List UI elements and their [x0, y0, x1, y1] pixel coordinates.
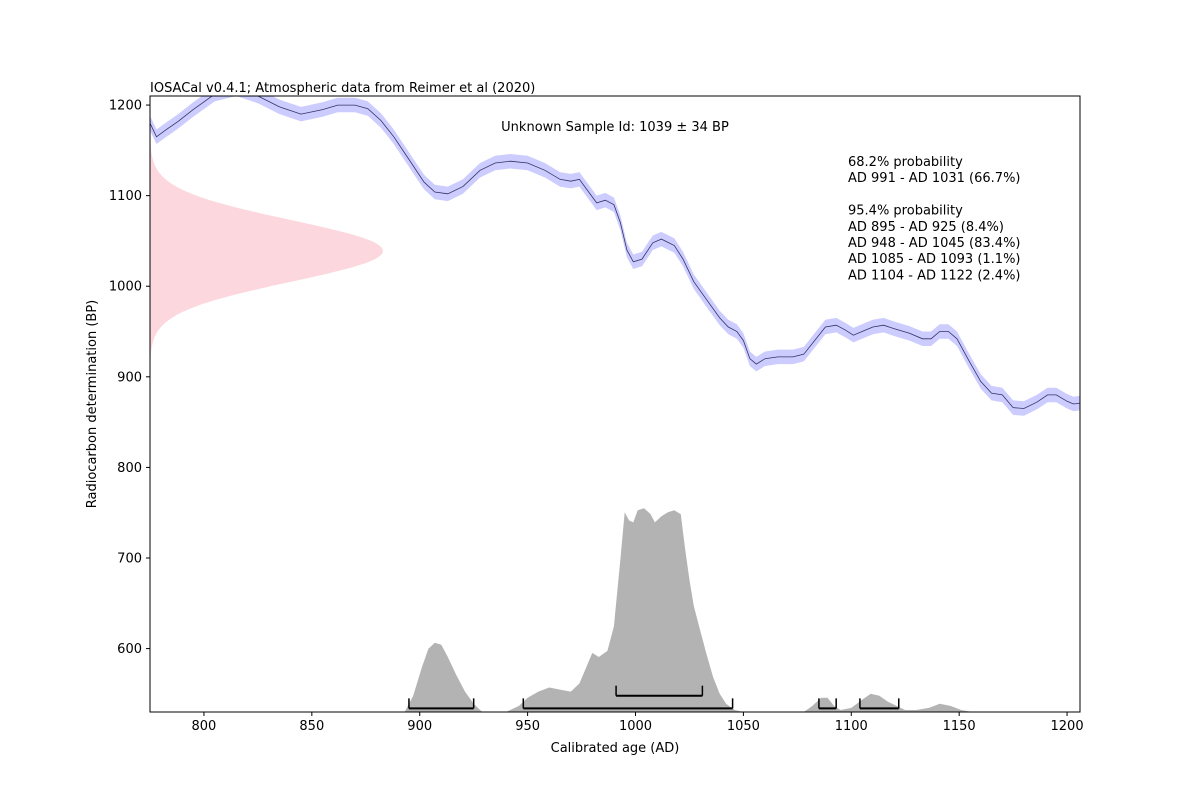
x-tick-label: 1200	[1051, 719, 1084, 734]
y-axis-title: Radiocarbon determination (BP)	[85, 300, 100, 508]
calibration-curve-line	[150, 96, 1080, 409]
x-axis: 800 850 900 950 1000 1050 1100 1150 1200	[192, 712, 1084, 734]
y-tick-label: 1200	[109, 99, 142, 114]
calibration-curve-band	[150, 96, 1080, 416]
radiocarbon-pdf-layer	[150, 127, 383, 375]
x-tick-label: 950	[515, 719, 540, 734]
plot-area	[150, 96, 1080, 712]
x-tick-label: 1050	[727, 719, 760, 734]
y-tick-label: 700	[117, 552, 142, 567]
calibrated-distribution-layer	[404, 508, 973, 712]
calibration-curve-band-layer	[150, 96, 1080, 416]
range-95-1	[522, 698, 734, 710]
annotation-line: AD 948 - AD 1045 (83.4%)	[848, 236, 1021, 251]
range-95-0	[408, 698, 475, 710]
annotation-line: 95.4% probability	[848, 204, 963, 219]
x-tick-label: 1100	[835, 719, 868, 734]
annotation-line: AD 991 - AD 1031 (66.7%)	[848, 171, 1021, 186]
annotation-line: AD 1085 - AD 1093 (1.1%)	[848, 252, 1021, 267]
x-tick-label: 1150	[943, 719, 976, 734]
y-tick-label: 900	[117, 370, 142, 385]
annotation-line: AD 895 - AD 925 (8.4%)	[848, 220, 1004, 235]
annotation-line: 68.2% probability	[848, 155, 963, 170]
x-tick-label: 850	[299, 719, 324, 734]
x-tick-label: 800	[192, 719, 217, 734]
calibration-curve-line-layer	[150, 96, 1080, 409]
radiocarbon-pdf	[150, 127, 383, 375]
range-95-2	[818, 698, 837, 710]
y-tick-label: 1000	[109, 280, 142, 295]
y-tick-label: 1100	[109, 189, 142, 204]
range-95-3	[859, 698, 900, 710]
chart-title: Unknown Sample Id: 1039 ± 34 BP	[501, 120, 729, 135]
y-axis: 600 700 800 900 1000 1100 1200	[109, 99, 150, 657]
probability-ranges-layer	[408, 685, 900, 710]
x-axis-title: Calibrated age (AD)	[551, 741, 680, 756]
annotation-line: AD 1104 - AD 1122 (2.4%)	[848, 268, 1021, 283]
range-68-0	[615, 685, 704, 697]
y-tick-label: 800	[117, 461, 142, 476]
chart-header: IOSACal v0.4.1; Atmospheric data from Re…	[150, 81, 535, 96]
plot-frame	[149, 95, 1081, 713]
y-tick-label: 600	[117, 642, 142, 657]
x-tick-label: 1000	[619, 719, 652, 734]
calibrated-distribution	[404, 508, 973, 712]
x-tick-label: 900	[407, 719, 432, 734]
